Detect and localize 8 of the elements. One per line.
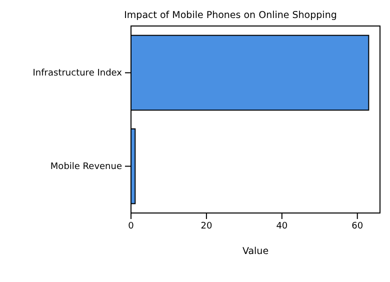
x-tick-label: 20 [200, 221, 212, 232]
x-tick-label: 40 [276, 221, 288, 232]
x-tick-label: 60 [352, 221, 364, 232]
chart-title: Impact of Mobile Phones on Online Shopping [124, 10, 337, 21]
y-tick-label: Infrastructure Index [32, 68, 123, 79]
y-tick-label: Mobile Revenue [50, 162, 122, 172]
x-tick-label: 0 [128, 221, 134, 232]
x-axis-title: Value [242, 246, 269, 257]
